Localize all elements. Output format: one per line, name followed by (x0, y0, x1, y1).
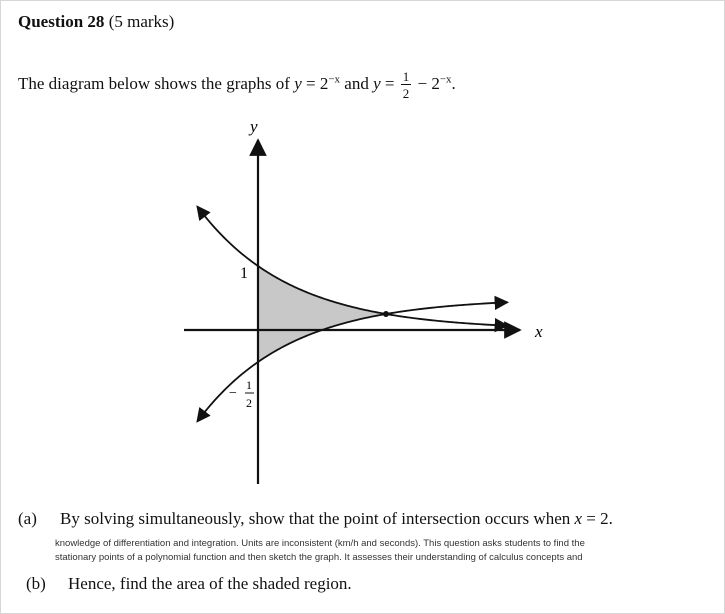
intro-end: . (451, 73, 456, 93)
neg-half-den: 2 (246, 396, 252, 410)
eq2-frac-num: 1 (400, 69, 412, 85)
intro-text: The diagram below shows the graphs of (18, 73, 295, 93)
part-a-end: = 2. (582, 509, 613, 528)
neg-half-sign: − (229, 386, 237, 401)
part-b-text: Hence, find the area of the shaded regio… (68, 574, 352, 593)
question-marks: (5 marks) (108, 12, 175, 31)
overflow-text-strip-2: stationary points of a polynomial functi… (55, 553, 685, 562)
neg-half-num: 1 (246, 378, 252, 392)
eq1-exponent: −x (328, 73, 341, 86)
x-axis-label: x (534, 322, 543, 341)
shaded-region (258, 266, 386, 362)
curve-half-minus-2-pow-neg-x (196, 295, 510, 423)
eq1-y: y (294, 73, 302, 93)
and-text: and (340, 73, 374, 93)
overflow-text-strip-1: knowledge of differentiation and integra… (55, 539, 685, 548)
eq2-exponent: −x (439, 73, 452, 86)
question-heading: Question 28 (5 marks) (18, 12, 174, 32)
part-b-label: (b) (26, 574, 46, 593)
y-axis-label: y (248, 117, 258, 136)
y-intercept-label: 1 (240, 265, 248, 282)
eq2-equals: = (380, 73, 399, 93)
eq2-y: y (373, 73, 381, 93)
part-a-text: By solving simultaneously, show that the… (60, 509, 575, 528)
intersection-point (383, 311, 389, 317)
question-intro: The diagram below shows the graphs of y … (18, 70, 456, 100)
eq1-rhs: = 2 (301, 73, 329, 93)
part-a-var: x (574, 509, 583, 528)
part-a-label: (a) (18, 509, 37, 528)
strip-2-text: stationary points of a polynomial functi… (55, 553, 583, 562)
part-b: (b) Hence, find the area of the shaded re… (26, 574, 352, 594)
eq2-rest: − 2 (413, 73, 440, 93)
part-a: (a) By solving simultaneously, show that … (18, 509, 613, 529)
question-title: Question 28 (18, 12, 105, 31)
strip-1-text: knowledge of differentiation and integra… (55, 539, 585, 548)
eq2-frac-den: 2 (402, 86, 410, 101)
